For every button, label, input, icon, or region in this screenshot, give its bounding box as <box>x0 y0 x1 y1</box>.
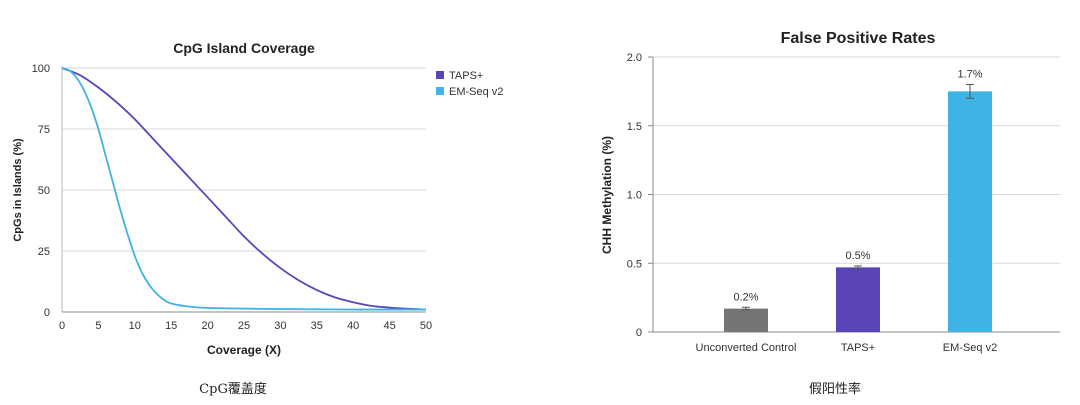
line-x-tick-label-2: 10 <box>129 320 141 332</box>
line-x-tick-label-4: 20 <box>201 320 213 332</box>
bar-chart-x-ticks: Unconverted Control TAPS+ EM-Seq v2 <box>696 342 998 354</box>
bar-chart-bars <box>724 84 992 332</box>
line-y-tick-label-2: 50 <box>38 185 50 197</box>
bar-y-tick-label-3: 1.5 <box>627 121 642 133</box>
line-x-tick-label-7: 35 <box>311 320 323 332</box>
line-series-em-seq-v2 <box>61 67 426 311</box>
bar-y-tick-label-2: 1.0 <box>627 190 642 202</box>
line-x-tick-label-9: 45 <box>383 320 395 332</box>
bar-em-seq-v2 <box>948 91 992 332</box>
line-chart-cpg-island-coverage: CpG Island Coverage Coverage (X) CpGs in… <box>12 40 503 357</box>
bar-y-tick-label-4: 2.0 <box>627 52 642 64</box>
bar-x-tick-label-taps-: TAPS+ <box>841 342 875 354</box>
bar-unconverted-control <box>724 308 768 332</box>
line-x-tick-label-3: 15 <box>165 320 177 332</box>
legend-swatch-taps- <box>436 71 444 79</box>
bar-chart-false-positive-rates: False Positive Rates CHH Methylation (%)… <box>600 30 1060 354</box>
bar-x-tick-label-em-seq-v2: EM-Seq v2 <box>943 342 997 354</box>
line-x-tick-label-6: 30 <box>274 320 286 332</box>
line-y-tick-label-1: 25 <box>38 246 50 258</box>
line-x-tick-label-5: 25 <box>238 320 250 332</box>
bar-chart-y-axis-label: CHH Methylation (%) <box>600 136 614 254</box>
bar-chart-data-labels: 0.2% 0.5% 1.7% <box>733 69 982 304</box>
line-series-taps- <box>61 67 427 311</box>
line-chart-series <box>61 67 427 311</box>
line-chart-legend: TAPS+ EM-Seq v2 <box>436 70 503 98</box>
line-x-tick-label-1: 5 <box>95 320 101 332</box>
line-x-tick-label-8: 40 <box>347 320 359 332</box>
caption-cpg-coverage: CpG覆盖度 <box>199 382 267 397</box>
line-chart-y-axis-label: CpGs in Islands (%) <box>12 138 24 242</box>
legend-label-taps-: TAPS+ <box>449 70 483 82</box>
line-chart-x-ticks: 0 5 10 15 20 25 30 35 40 45 50 <box>59 320 432 332</box>
bar-chart-y-ticks: 0 0.5 1.0 1.5 2.0 <box>627 52 642 339</box>
bar-chart-title: False Positive Rates <box>781 30 936 47</box>
bar-data-label-em-seq-v2: 1.7% <box>957 69 982 81</box>
line-x-tick-label-0: 0 <box>59 320 65 332</box>
bar-data-label-taps-: 0.5% <box>845 250 870 262</box>
bar-taps- <box>836 267 880 332</box>
bar-chart-gridlines <box>648 56 1060 333</box>
bar-x-tick-label-unconverted-control: Unconverted Control <box>696 342 797 354</box>
legend-swatch-em-seq-v2 <box>436 87 444 95</box>
line-chart-y-ticks: 0 25 50 75 100 <box>32 63 50 319</box>
caption-false-positive-rate: 假阳性率 <box>808 382 862 397</box>
legend-label-em-seq-v2: EM-Seq v2 <box>449 86 503 98</box>
line-chart-gridlines <box>61 66 426 313</box>
line-chart-title: CpG Island Coverage <box>173 40 315 56</box>
line-x-tick-label-10: 50 <box>420 320 432 332</box>
bar-data-label-unconverted-control: 0.2% <box>733 291 758 303</box>
line-y-tick-label-3: 75 <box>38 124 50 136</box>
line-y-tick-label-4: 100 <box>32 63 50 75</box>
bar-y-tick-label-1: 0.5 <box>627 258 642 270</box>
line-chart-x-axis-label: Coverage (X) <box>207 343 281 357</box>
bar-y-tick-label-0: 0 <box>636 327 642 339</box>
line-y-tick-label-0: 0 <box>44 307 50 319</box>
